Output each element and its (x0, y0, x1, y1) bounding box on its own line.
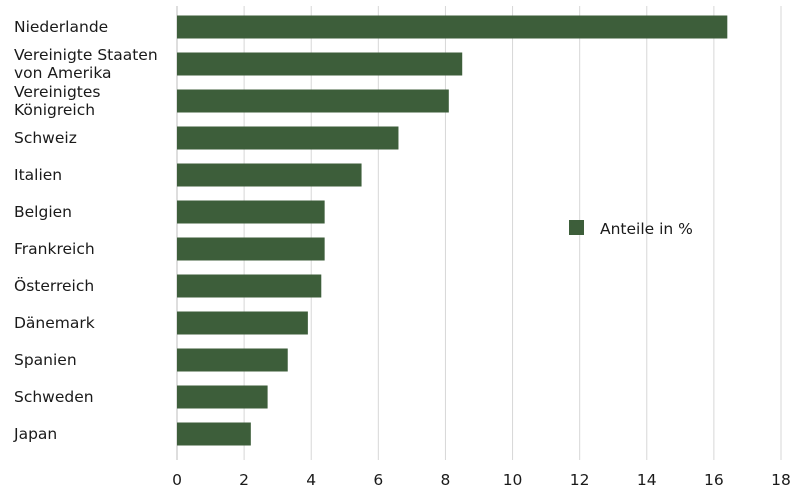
category-labels: Niederlande Vereinigte Staaten von Amerika… (13, 18, 158, 443)
legend: Anteile in % (569, 220, 693, 238)
x-tick-label: 12 (570, 471, 590, 489)
x-tick-label: 8 (441, 471, 451, 489)
bar (177, 126, 399, 150)
legend-swatch (569, 220, 584, 235)
bar (177, 422, 251, 446)
gridlines (176, 6, 782, 460)
category-label: Frankreich (14, 240, 95, 258)
bar (177, 52, 463, 76)
category-label: Schweden (14, 388, 94, 406)
category-label: Dänemark (14, 314, 95, 332)
bars (177, 15, 728, 446)
bar (177, 385, 268, 409)
x-tick-label: 2 (239, 471, 249, 489)
x-tick-label: 10 (503, 471, 523, 489)
category-label: Niederlande (14, 18, 108, 36)
category-label: Spanien (14, 351, 77, 369)
category-label: Belgien (14, 203, 72, 221)
x-tick-label: 18 (771, 471, 791, 489)
x-tick-label: 6 (373, 471, 383, 489)
bar (177, 200, 325, 224)
bar (177, 237, 325, 261)
bar (177, 15, 728, 39)
x-tick-label: 4 (306, 471, 316, 489)
bar (177, 311, 308, 335)
category-label: Schweiz (14, 129, 77, 147)
x-tick-label: 0 (172, 471, 182, 489)
category-label: Vereinigtes Königreich (14, 83, 100, 119)
category-label: Japan (13, 425, 57, 443)
category-label: Österreich (14, 276, 94, 295)
category-label: Italien (14, 166, 62, 184)
x-axis-tick-labels: 0 2 4 6 8 10 12 14 16 18 (172, 471, 791, 489)
legend-label: Anteile in % (600, 220, 693, 238)
bar (177, 274, 322, 298)
x-tick-label: 16 (704, 471, 724, 489)
bar (177, 163, 362, 187)
bar (177, 348, 288, 372)
category-label: Vereinigte Staaten von Amerika (14, 46, 158, 82)
x-tick-label: 14 (637, 471, 657, 489)
bar (177, 89, 449, 113)
